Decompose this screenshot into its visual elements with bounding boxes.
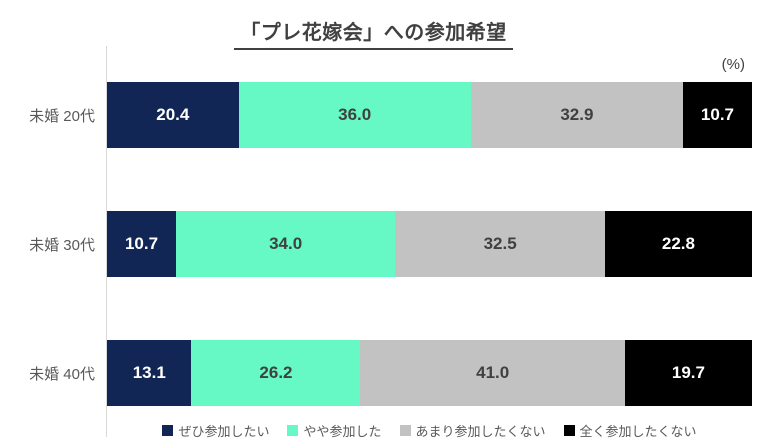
chart-title-text: 「プレ花嫁会」への参加希望	[234, 16, 513, 50]
legend-label: ぜひ参加したい	[178, 424, 270, 439]
value-label: 20.4	[156, 105, 190, 124]
bar-segment: 32.9	[470, 82, 683, 148]
bar-row: 未婚 40代 13.1 26.2 41.0 19.7	[0, 340, 763, 406]
legend-swatch-icon	[162, 425, 174, 436]
unit-label: (%)	[721, 56, 745, 73]
bar-segment: 26.2	[191, 340, 361, 406]
category-label: 未婚 20代	[29, 107, 95, 125]
bar-row: 未婚 30代 10.7 34.0 32.5 22.8	[0, 211, 763, 277]
stacked-bar: 20.4 36.0 32.9 10.7	[107, 82, 752, 148]
bar-segment: 10.7	[682, 82, 752, 148]
legend-item: 全く参加したくない	[563, 421, 697, 440]
bar-segment: 32.5	[395, 211, 605, 277]
legend: ぜひ参加したい やや参加した あまり参加したくない 全く参加したくない	[107, 421, 752, 440]
legend-label: やや参加した	[303, 424, 382, 439]
legend-swatch-icon	[399, 425, 411, 436]
value-label: 34.0	[269, 234, 303, 253]
legend-swatch-icon	[563, 425, 575, 436]
category-label: 未婚 30代	[29, 236, 95, 254]
category-label: 未婚 40代	[29, 365, 95, 383]
value-label: 13.1	[132, 363, 166, 382]
legend-item: やや参加した	[287, 421, 382, 440]
bar-segment: 22.8	[604, 211, 752, 277]
bar-segment: 10.7	[107, 211, 176, 277]
category-axis-line	[106, 46, 107, 437]
value-label: 22.8	[661, 234, 695, 253]
value-label: 10.7	[124, 234, 159, 253]
legend-label: あまり参加したくない	[415, 424, 546, 439]
bar-segment: 41.0	[360, 340, 625, 406]
value-label: 10.7	[700, 105, 735, 124]
bar-segment: 36.0	[238, 82, 471, 148]
value-label: 36.0	[338, 105, 372, 124]
legend-item: ぜひ参加したい	[162, 421, 269, 440]
legend-swatch-icon	[287, 425, 299, 436]
bar-segment: 34.0	[176, 211, 396, 277]
bar-segment: 20.4	[107, 82, 239, 148]
value-label: 32.9	[560, 105, 594, 124]
stacked-bar: 10.7 34.0 32.5 22.8	[107, 211, 752, 277]
value-label: 26.2	[259, 363, 293, 382]
value-label: 19.7	[671, 363, 705, 382]
legend-label: 全く参加したくない	[579, 424, 697, 439]
legend-item: あまり参加したくない	[399, 421, 546, 440]
stacked-bar: 13.1 26.2 41.0 19.7	[107, 340, 752, 406]
chart-title: 「プレ花嫁会」への参加希望	[0, 16, 747, 50]
bar-row: 未婚 20代 20.4 36.0 32.9 10.7	[0, 82, 763, 148]
value-label: 41.0	[476, 363, 510, 382]
bar-segment: 19.7	[624, 340, 752, 406]
bar-segment: 13.1	[107, 340, 192, 406]
value-label: 32.5	[483, 234, 517, 253]
